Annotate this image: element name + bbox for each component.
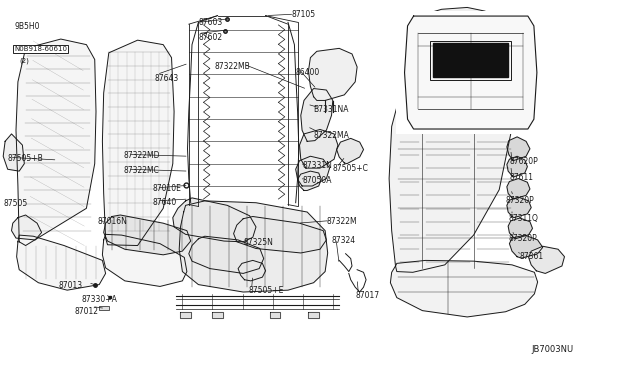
Text: B7331NA: B7331NA — [314, 105, 349, 114]
Polygon shape — [104, 215, 191, 255]
Polygon shape — [404, 16, 537, 129]
Polygon shape — [308, 48, 357, 100]
Polygon shape — [189, 236, 264, 273]
Polygon shape — [3, 134, 24, 171]
Polygon shape — [507, 137, 530, 161]
Text: JB7003NU: JB7003NU — [531, 345, 573, 354]
Polygon shape — [234, 217, 326, 253]
Polygon shape — [238, 260, 266, 281]
Text: 87322MD: 87322MD — [124, 151, 160, 160]
Bar — [430, 41, 511, 80]
Text: 87611: 87611 — [509, 173, 534, 182]
Text: 87320P: 87320P — [506, 196, 534, 205]
Text: 87324: 87324 — [332, 236, 356, 245]
Polygon shape — [508, 218, 532, 239]
Text: 87016N: 87016N — [97, 217, 127, 226]
Polygon shape — [507, 179, 530, 199]
Text: 87013: 87013 — [59, 281, 83, 290]
Polygon shape — [298, 171, 321, 190]
Text: 87322MC: 87322MC — [124, 166, 159, 174]
Text: 87620P: 87620P — [509, 157, 538, 166]
Text: 87320P: 87320P — [508, 234, 537, 243]
Polygon shape — [16, 39, 96, 246]
Polygon shape — [337, 138, 364, 164]
Polygon shape — [173, 198, 256, 242]
Polygon shape — [426, 7, 492, 33]
Polygon shape — [301, 89, 333, 141]
Text: 87325N: 87325N — [243, 238, 273, 247]
Text: 87017: 87017 — [356, 291, 380, 300]
Polygon shape — [389, 27, 512, 272]
Text: 87322MB: 87322MB — [214, 62, 250, 71]
Text: 87311Q: 87311Q — [508, 214, 538, 223]
Text: 87361: 87361 — [520, 252, 544, 261]
Polygon shape — [102, 40, 174, 246]
Polygon shape — [507, 197, 531, 218]
Text: 87505+E: 87505+E — [248, 286, 284, 295]
Polygon shape — [296, 156, 330, 186]
Polygon shape — [509, 235, 543, 258]
Bar — [433, 43, 508, 77]
Polygon shape — [212, 312, 223, 318]
Polygon shape — [529, 246, 564, 273]
Text: 87603: 87603 — [198, 18, 223, 27]
Text: 87330+A: 87330+A — [82, 295, 118, 304]
Text: 87505+B: 87505+B — [8, 154, 44, 163]
Text: (2): (2) — [19, 57, 29, 64]
Polygon shape — [102, 234, 187, 286]
Polygon shape — [390, 260, 538, 317]
Text: 87643: 87643 — [155, 74, 179, 83]
Text: 9B5H0: 9B5H0 — [14, 22, 40, 31]
Polygon shape — [12, 215, 42, 240]
Text: 87012: 87012 — [74, 307, 99, 316]
Text: 87505+C: 87505+C — [333, 164, 369, 173]
Text: 87050A: 87050A — [302, 176, 332, 185]
Text: 87505: 87505 — [4, 199, 28, 208]
Text: 86400: 86400 — [296, 68, 320, 77]
Polygon shape — [17, 235, 106, 290]
Text: 87322M: 87322M — [326, 217, 357, 226]
Text: 87602: 87602 — [198, 33, 223, 42]
Text: 87105: 87105 — [291, 10, 316, 19]
Polygon shape — [300, 129, 338, 168]
Polygon shape — [270, 312, 280, 318]
Text: 87322MA: 87322MA — [314, 131, 349, 140]
Polygon shape — [507, 156, 527, 177]
Polygon shape — [179, 201, 328, 292]
Polygon shape — [308, 312, 319, 318]
Polygon shape — [180, 312, 191, 318]
Bar — [99, 306, 109, 310]
Text: 87640: 87640 — [152, 198, 177, 207]
Text: 87010E: 87010E — [152, 185, 181, 193]
Text: N0B918-60610: N0B918-60610 — [14, 46, 67, 52]
Text: 87331N: 87331N — [302, 161, 332, 170]
